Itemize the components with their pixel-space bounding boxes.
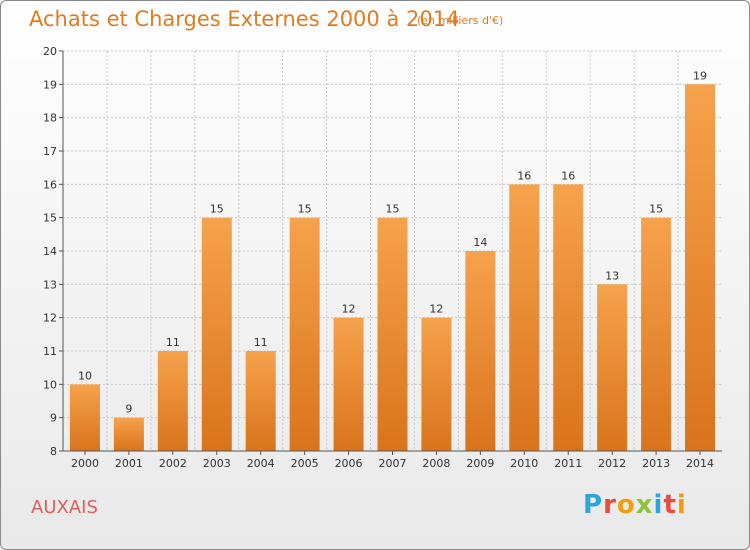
data-label: 9 [125,403,132,416]
chart-title: Achats et Charges Externes 2000 à 2014 [29,7,460,31]
data-label: 13 [605,269,619,282]
logo-letter: P [583,490,604,520]
x-tick-label: 2002 [159,457,187,470]
data-label: 15 [210,203,224,216]
x-tick-label: 2004 [247,457,275,470]
bar [421,317,452,451]
x-tick-label: 2010 [510,457,538,470]
bar [685,84,716,451]
chart-subtitle: (en milliers d'€) [417,14,504,27]
bar [597,284,628,451]
y-tick-label: 14 [43,245,57,258]
x-tick-label: 2005 [291,457,319,470]
y-tick-label: 13 [43,278,57,291]
x-tick-label: 2008 [422,457,450,470]
data-label: 14 [473,236,487,249]
logo-letter: t [663,490,677,520]
data-label: 16 [561,169,575,182]
y-tick-label: 18 [43,112,57,125]
y-tick-label: 11 [43,345,57,358]
x-tick-label: 2014 [686,457,714,470]
bar [641,217,672,451]
bar [553,184,584,452]
bar [289,217,320,451]
bar [201,217,232,451]
y-tick-label: 10 [43,378,57,391]
y-tick-label: 15 [43,212,57,225]
y-tick-label: 8 [50,445,57,458]
x-tick-label: 2000 [71,457,99,470]
y-tick-label: 20 [43,45,57,58]
data-label: 15 [386,203,400,216]
town-name: AUXAIS [31,497,98,518]
bars [69,84,716,452]
bar [69,384,100,451]
bar [509,184,540,452]
x-tick-label: 2011 [554,457,582,470]
labels: 8910111213141516171819201020009200111200… [43,45,714,470]
data-label: 12 [342,303,356,316]
data-label: 16 [517,169,531,182]
y-tick-label: 19 [43,78,57,91]
y-tick-label: 12 [43,312,57,325]
x-tick-label: 2009 [466,457,494,470]
x-tick-label: 2006 [335,457,363,470]
x-tick-label: 2013 [642,457,670,470]
x-tick-label: 2007 [379,457,407,470]
logo-letter: r [603,490,617,520]
data-label: 11 [254,336,268,349]
bar [377,217,408,451]
y-tick-label: 17 [43,145,57,158]
bar [245,351,276,451]
y-tick-label: 9 [50,412,57,425]
y-tick-label: 16 [43,178,57,191]
data-label: 15 [298,203,312,216]
logo-letter: i [653,490,664,520]
data-label: 12 [429,303,443,316]
logo-letter: i [676,490,687,520]
data-label: 11 [166,336,180,349]
axes [59,50,722,455]
logo-letter: o [616,490,636,520]
x-tick-label: 2001 [115,457,143,470]
x-tick-label: 2012 [598,457,626,470]
logo-letter: x [635,490,654,520]
proxiti-logo[interactable]: Proxiti [583,490,687,520]
bar [157,351,188,451]
x-tick-label: 2003 [203,457,231,470]
data-label: 19 [693,69,707,82]
data-label: 10 [78,369,92,382]
bar [465,251,496,451]
bar [113,417,144,451]
bar [333,317,364,451]
data-label: 15 [649,203,663,216]
